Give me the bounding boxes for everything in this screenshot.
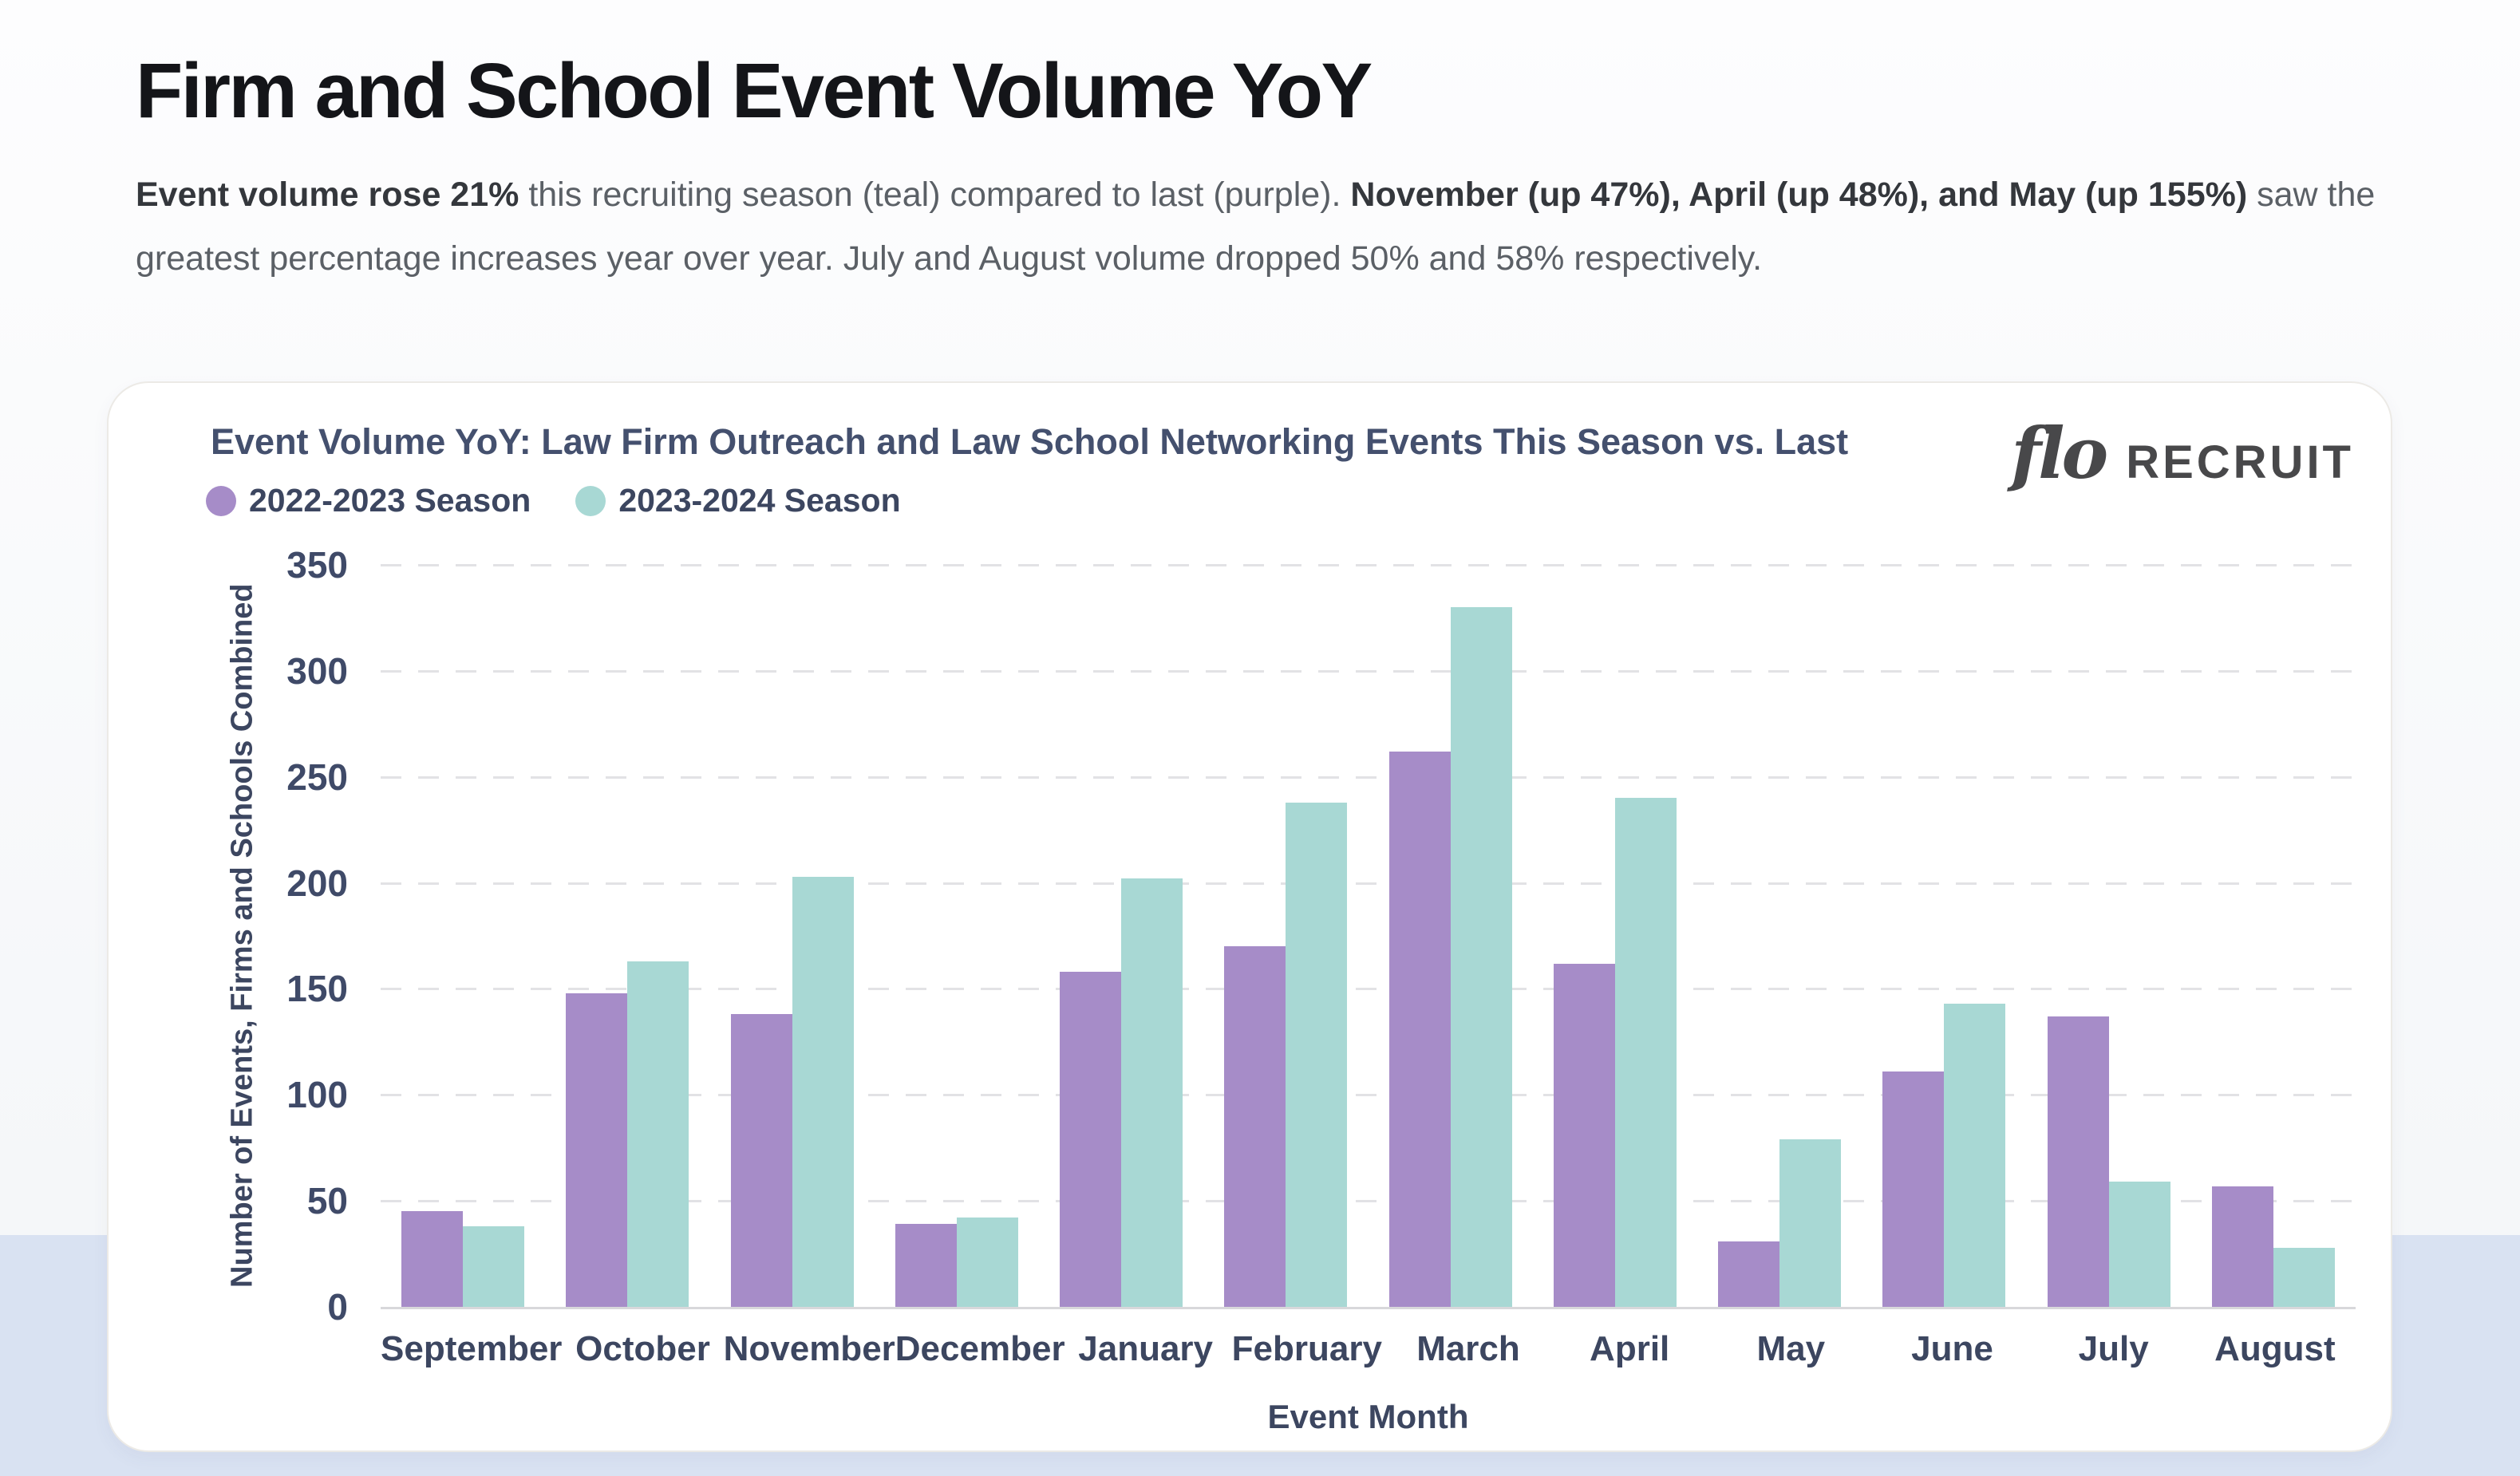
legend-label: 2022-2023 Season: [249, 482, 531, 519]
x-tick-label-december: December: [895, 1329, 1065, 1368]
bar-october-previous-season: [566, 993, 628, 1307]
bar-group-october: [545, 565, 709, 1307]
bar-september-current-season: [463, 1226, 525, 1307]
gridline-50: [381, 1200, 2356, 1203]
bar-may-current-season: [1779, 1139, 1842, 1307]
x-tick-label-august: August: [2214, 1329, 2336, 1368]
x-tick-label-june: June: [1911, 1329, 1993, 1368]
x-tick-label-march: March: [1416, 1329, 1520, 1368]
y-tick-label-350: 350: [286, 544, 348, 586]
gridline-150: [381, 988, 2356, 991]
x-tick-label-october: October: [575, 1329, 710, 1368]
y-tick-label-300: 300: [286, 649, 348, 692]
bar-july-previous-season: [2047, 1016, 2109, 1307]
y-tick-label-150: 150: [286, 968, 348, 1010]
bar-april-previous-season: [1553, 963, 1615, 1307]
bar-april-current-season: [1614, 798, 1677, 1307]
bar-march-previous-season: [1388, 751, 1451, 1307]
y-tick-label-0: 0: [327, 1286, 348, 1328]
subtitle-text: saw the greatest percentage increases ye…: [136, 176, 2376, 278]
bar-november-current-season: [792, 876, 854, 1307]
bar-group-may: [1697, 565, 1862, 1307]
bar-group-march: [1369, 565, 1533, 1307]
x-tick-label-july: July: [2078, 1329, 2149, 1368]
bar-june-current-season: [1944, 1004, 2006, 1307]
bar-group-february: [1203, 565, 1368, 1307]
bar-october-current-season: [627, 961, 689, 1307]
bar-august-current-season: [2273, 1247, 2335, 1307]
legend-swatch-icon: [206, 485, 236, 516]
legend-label: 2023-2024 Season: [618, 482, 901, 519]
bar-group-april: [1533, 565, 1697, 1307]
bar-group-june: [1862, 565, 2026, 1307]
subtitle-bold-text: Event volume rose 21%: [136, 176, 519, 214]
bar-november-previous-season: [730, 1014, 792, 1307]
flo-recruit-logo: flo RECRUIT: [2011, 412, 2354, 495]
x-axis-title: Event Month: [1267, 1398, 1469, 1435]
bar-january-previous-season: [1060, 972, 1122, 1307]
bar-july-current-season: [2108, 1182, 2170, 1307]
bar-december-current-season: [956, 1218, 1018, 1307]
page-header: Firm and School Event Volume YoY Event v…: [136, 46, 2482, 290]
x-tick-label-november: November: [723, 1329, 895, 1368]
gridline-200: [381, 882, 2356, 885]
x-tick-label-january: January: [1078, 1329, 1214, 1368]
gridline-100: [381, 1094, 2356, 1097]
bar-group-november: [710, 565, 875, 1307]
chart-legend: 2022-2023 Season 2023-2024 Season: [206, 482, 901, 519]
chart-title: Event Volume YoY: Law Firm Outreach and …: [211, 421, 1849, 462]
bar-february-current-season: [1286, 802, 1348, 1307]
y-tick-label-250: 250: [286, 756, 348, 798]
bar-february-previous-season: [1224, 946, 1286, 1307]
x-tick-label-may: May: [1756, 1329, 1826, 1368]
bar-group-july: [2027, 565, 2191, 1307]
bar-group-september: [381, 565, 545, 1307]
subtitle-bold-text: November (up 47%), April (up 48%), and M…: [1350, 176, 2248, 214]
bar-group-december: [875, 565, 1039, 1307]
bar-january-current-season: [1121, 878, 1183, 1307]
bar-august-previous-season: [2211, 1186, 2273, 1307]
page-subtitle: Event volume rose 21% this recruiting se…: [136, 163, 2474, 290]
subtitle-text: this recruiting season (teal) compared t…: [519, 176, 1351, 214]
x-axis-ticks: September October November December January F…: [381, 1329, 2356, 1369]
bar-september-previous-season: [401, 1211, 464, 1307]
bar-december-previous-season: [895, 1224, 957, 1307]
y-tick-label-50: 50: [306, 1180, 348, 1222]
page-title: Firm and School Event Volume YoY: [136, 47, 1373, 134]
bar-group-august: [2191, 565, 2356, 1307]
flo-script-logo-icon: flo: [2011, 412, 2108, 495]
gridline-250: [381, 775, 2356, 779]
logo-wordmark: RECRUIT: [2126, 436, 2354, 488]
chart-card: Event Volume YoY: Law Firm Outreach and …: [107, 381, 2392, 1452]
y-tick-label-100: 100: [286, 1074, 348, 1116]
y-axis-ticks: 0 50 100 150 200 250 300 350: [109, 544, 348, 1328]
x-tick-label-february: February: [1231, 1329, 1382, 1368]
bar-june-previous-season: [1882, 1071, 1945, 1307]
legend-item-previous-season: 2022-2023 Season: [206, 482, 531, 519]
x-tick-label-september: September: [381, 1329, 563, 1368]
x-tick-label-april: April: [1590, 1329, 1670, 1368]
y-tick-label-200: 200: [286, 862, 348, 904]
legend-item-current-season: 2023-2024 Season: [575, 482, 901, 519]
bar-group-january: [1039, 565, 1203, 1307]
plot-area: [381, 564, 2356, 1309]
bar-may-previous-season: [1718, 1241, 1780, 1307]
gridline-300: [381, 669, 2356, 673]
legend-swatch-icon: [575, 485, 606, 516]
gridline-350: [381, 564, 2356, 566]
bar-march-current-season: [1450, 607, 1512, 1307]
